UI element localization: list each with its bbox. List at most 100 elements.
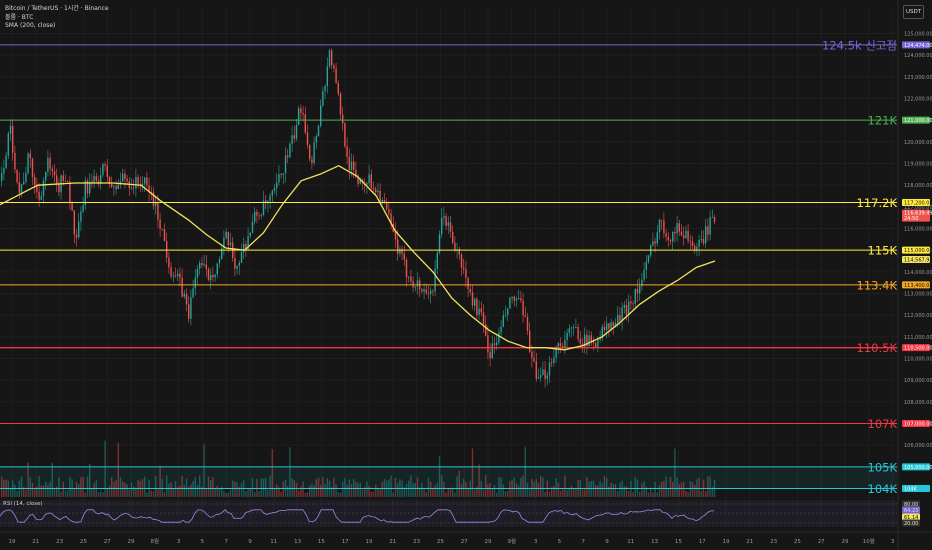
- candle-body: [278, 173, 280, 183]
- volume-bar: [487, 484, 489, 497]
- time-axis[interactable]: 19 21 23 25 27 29 8월 3 5 7 9 11 13 15 17 19 21 23 25 27 29 9월…: [0, 531, 932, 545]
- volume-bar: [45, 481, 47, 497]
- volume-bar: [438, 456, 441, 497]
- candle-body: [203, 264, 205, 266]
- candle-body: [614, 322, 617, 326]
- candle-body: [625, 304, 628, 315]
- candle-body: [476, 298, 478, 315]
- candle-body: [379, 190, 381, 204]
- volume-bar: [251, 478, 254, 497]
- countdown-text: 24:50: [904, 216, 918, 222]
- volume-bar: [36, 486, 38, 497]
- candle-body: [645, 261, 647, 270]
- volume-bar: [392, 492, 394, 497]
- candle-body: [388, 209, 390, 214]
- price-tick: 120,000.00: [904, 140, 932, 146]
- level-label: 115K: [868, 244, 898, 258]
- price-tag: [902, 41, 930, 49]
- candle-body: [667, 236, 669, 241]
- candle-body: [227, 231, 229, 246]
- candle-body: [210, 274, 212, 281]
- volume-bar: [150, 490, 152, 497]
- time-tick: 9: [605, 539, 609, 545]
- candle-body: [166, 241, 168, 258]
- candle-body: [522, 300, 524, 316]
- volume-bar: [331, 487, 333, 497]
- candle-body: [177, 273, 179, 277]
- candle-body: [16, 169, 18, 182]
- price-axis[interactable]: 125,000.00 124,000.00 123,000.00 122,000.00…: [897, 0, 932, 550]
- time-tick: 23: [770, 539, 777, 545]
- price-tag-text: 113,400.00: [904, 283, 932, 289]
- volume-bar: [575, 488, 577, 497]
- candle-body: [282, 173, 284, 175]
- candle-body: [302, 112, 304, 115]
- candle-body: [507, 308, 509, 316]
- price-tick: 116,000.00: [904, 227, 932, 233]
- volume-bar: [647, 492, 650, 497]
- volume-bar: [234, 481, 236, 497]
- candle-body: [370, 174, 372, 189]
- volume-bar: [29, 477, 31, 497]
- level-label: 110.5K: [857, 341, 898, 355]
- candle-body: [575, 327, 577, 328]
- candle-body: [452, 231, 454, 243]
- volume-bar: [584, 489, 586, 497]
- candle-body: [584, 334, 586, 347]
- candle-body: [610, 322, 612, 329]
- level-label: 113.4K: [857, 278, 898, 292]
- volume-bar: [339, 492, 342, 497]
- volume-bar: [683, 481, 685, 497]
- volume-bar: [313, 485, 315, 497]
- candle-body: [273, 188, 276, 191]
- volume-bar: [665, 476, 667, 497]
- time-tick: 27: [104, 539, 111, 545]
- candle-body: [108, 176, 111, 185]
- volume-bar: [100, 490, 102, 497]
- volume-bar: [152, 491, 155, 497]
- candle-body: [117, 184, 119, 190]
- candle-body: [705, 226, 707, 244]
- candle-body: [47, 157, 49, 172]
- volume-bar: [73, 488, 75, 497]
- volume-bar: [496, 492, 498, 497]
- volume-bar: [377, 488, 379, 497]
- volume-bar: [460, 483, 463, 497]
- candle-body: [555, 346, 557, 358]
- candle-body: [502, 315, 504, 327]
- candle-body: [317, 125, 320, 137]
- volume-bar: [80, 477, 82, 497]
- candle-body: [309, 144, 311, 160]
- candle-body: [190, 297, 192, 319]
- price-tag: [902, 420, 930, 428]
- sma-price-text: 114,567.94: [904, 258, 932, 264]
- candle-body: [5, 155, 7, 169]
- candle-body: [51, 168, 53, 172]
- volume-bar: [40, 485, 42, 497]
- time-tick: 9월: [508, 537, 517, 545]
- volume-bar: [203, 444, 205, 497]
- candle-body: [430, 290, 432, 294]
- candle-body: [568, 328, 570, 333]
- volume-bar: [394, 477, 397, 497]
- time-tick: 29: [842, 539, 849, 545]
- currency-button[interactable]: USDT: [903, 5, 924, 19]
- candle-body: [342, 114, 344, 124]
- candle-body: [172, 275, 174, 277]
- time-tick: 7: [581, 539, 585, 545]
- candle-body: [240, 251, 243, 263]
- volume-bar: [170, 482, 172, 497]
- volume-bar: [672, 481, 674, 497]
- volume-bar: [555, 478, 557, 497]
- time-tick: 25: [794, 539, 801, 545]
- candle-body: [557, 343, 559, 347]
- volume-bar: [262, 478, 265, 497]
- candle-body: [458, 249, 460, 255]
- volume-bar: [322, 477, 324, 497]
- volume-bar: [254, 492, 256, 497]
- volume-bar: [650, 489, 652, 497]
- candle-body: [148, 185, 150, 193]
- volume-bar: [454, 492, 456, 497]
- rsi-tag-text: 80.00: [904, 502, 918, 508]
